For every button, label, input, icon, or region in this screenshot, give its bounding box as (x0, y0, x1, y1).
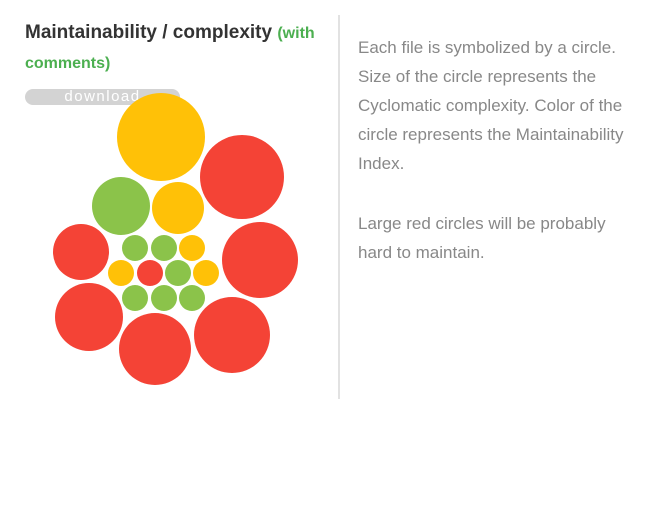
file-circle-green[interactable] (92, 177, 150, 235)
file-circle-red[interactable] (53, 224, 109, 280)
file-circle-green[interactable] (151, 235, 177, 261)
file-circle-yellow[interactable] (152, 182, 204, 234)
panel-title: Maintainability / complexity (with comme… (25, 18, 330, 78)
title-text: Maintainability / complexity (25, 22, 273, 43)
file-circle-red[interactable] (194, 297, 270, 373)
file-circle-yellow[interactable] (193, 260, 219, 286)
file-circle-green[interactable] (151, 285, 177, 311)
file-circle-red[interactable] (55, 283, 123, 351)
maintainability-bubble-chart (53, 93, 298, 385)
panel-divider (338, 15, 340, 399)
title-subtitle: (with comments) (25, 25, 315, 72)
file-circle-green[interactable] (165, 260, 191, 286)
file-circle-red[interactable] (137, 260, 163, 286)
file-circle-red[interactable] (222, 222, 298, 298)
chart-description: Each file is symbolized by a circle. Siz… (358, 33, 633, 298)
file-circle-yellow[interactable] (117, 93, 205, 181)
file-circle-red[interactable] (200, 135, 284, 219)
maintainability-panel: Maintainability / complexity (with comme… (0, 0, 338, 400)
file-circle-yellow[interactable] (108, 260, 134, 286)
description-paragraph: Large red circles will be probably hard … (358, 214, 606, 262)
file-circle-yellow[interactable] (179, 235, 205, 261)
file-circle-red[interactable] (119, 313, 191, 385)
description-paragraph: Each file is symbolized by a circle. Siz… (358, 38, 624, 173)
file-circle-green[interactable] (179, 285, 205, 311)
file-circle-green[interactable] (122, 235, 148, 261)
file-circle-green[interactable] (122, 285, 148, 311)
